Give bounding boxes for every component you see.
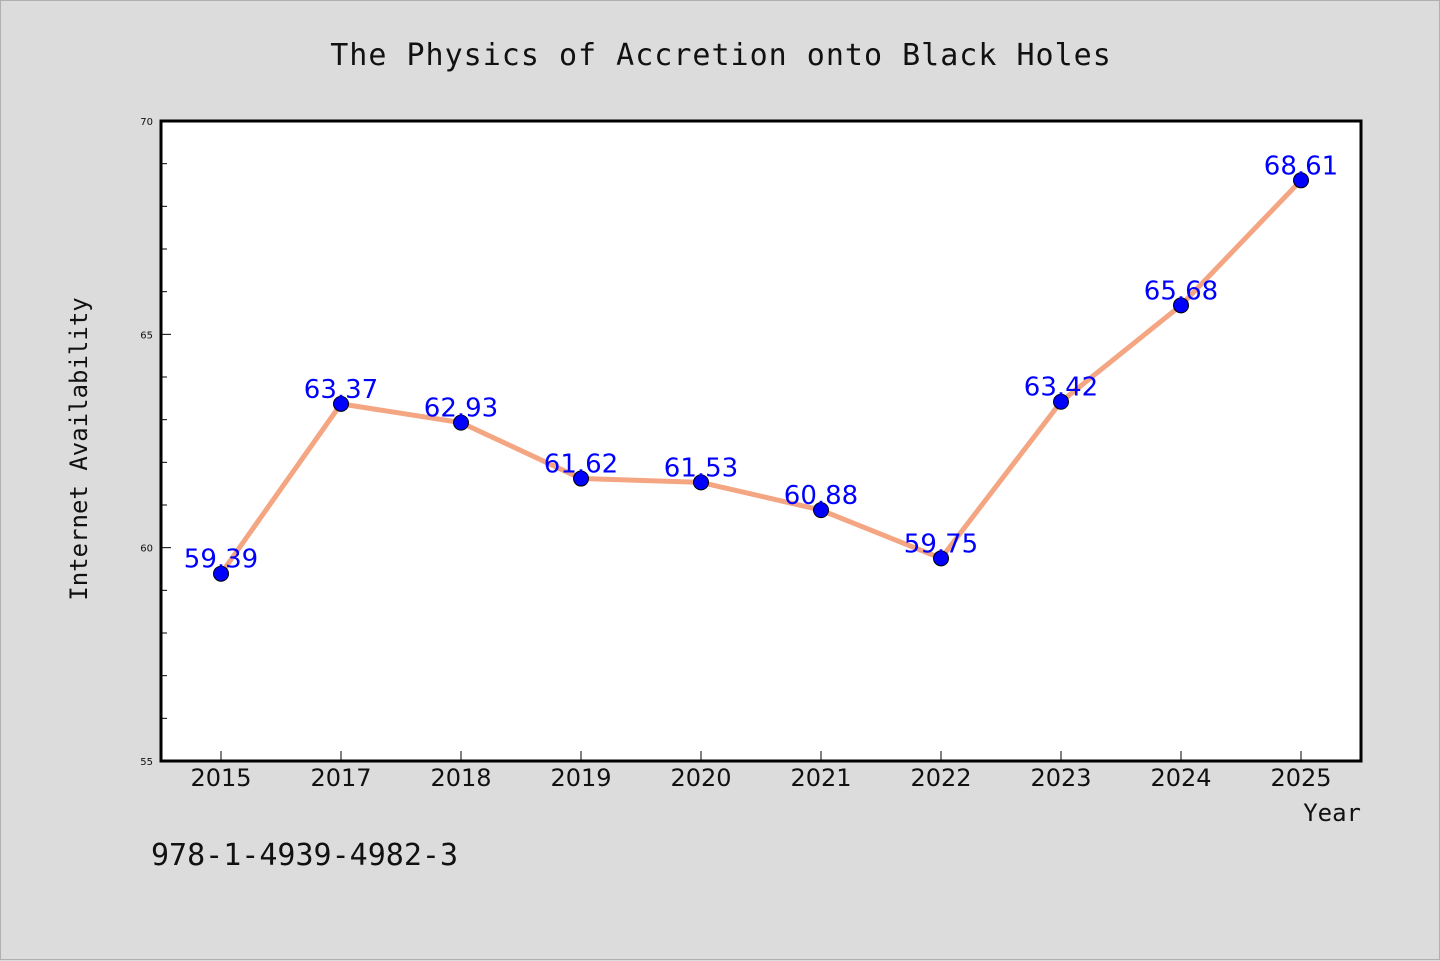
data-label: 68.61 (1264, 151, 1338, 181)
x-tick-label: 2018 (430, 764, 491, 792)
data-label: 59.39 (184, 545, 258, 575)
y-tick-label: 55 (140, 757, 153, 768)
x-tick-label: 2015 (190, 764, 251, 792)
x-tick-label: 2024 (1150, 764, 1211, 792)
markers-group (213, 172, 1309, 582)
data-label: 63.37 (304, 375, 378, 405)
x-tick-label: 2022 (910, 764, 971, 792)
x-tick-label: 2020 (670, 764, 731, 792)
isbn-text: 978-1-4939-4982-3 (151, 838, 458, 873)
y-tick-label: 65 (140, 330, 153, 341)
data-point (333, 395, 349, 412)
data-label: 59.75 (904, 529, 978, 559)
data-label: 63.42 (1024, 373, 1098, 403)
data-label: 62.93 (424, 394, 498, 424)
data-label: 60.88 (784, 481, 858, 511)
x-axis: 2015 2017 2018 2019 2020 2021 2022 2023 2024 2025 (190, 751, 1332, 792)
series-line (218, 177, 1304, 577)
data-point (1173, 297, 1189, 314)
series-line-group (218, 177, 1304, 577)
x-tick-label: 2019 (550, 764, 611, 792)
data-point (813, 502, 829, 519)
data-point (1293, 172, 1309, 189)
data-point (213, 565, 229, 582)
data-point (1053, 393, 1069, 410)
y-tick-label: 60 (140, 544, 153, 555)
data-point (453, 414, 469, 431)
y-axis: 55 60 65 70 (140, 117, 171, 768)
data-label: 61.62 (544, 450, 618, 480)
x-axis-label: Year (1303, 799, 1361, 827)
x-tick-label: 2023 (1030, 764, 1091, 792)
data-labels-group: 59.39 63.37 62.93 61.62 61.53 60.88 59.75 63.42… (184, 151, 1338, 574)
x-tick-label: 2025 (1270, 764, 1331, 792)
plot-area (159, 119, 1363, 763)
x-tick-label: 2021 (790, 764, 851, 792)
data-point (573, 470, 589, 487)
chart-title: The Physics of Accretion onto Black Hole… (330, 38, 1112, 73)
data-label: 61.53 (664, 453, 738, 483)
y-tick-label: 70 (140, 117, 153, 128)
data-point (693, 474, 709, 491)
data-label: 65.68 (1144, 276, 1218, 306)
data-point (933, 550, 949, 567)
y-axis-label: Internet Availability (65, 297, 93, 600)
x-tick-label: 2017 (310, 764, 371, 792)
